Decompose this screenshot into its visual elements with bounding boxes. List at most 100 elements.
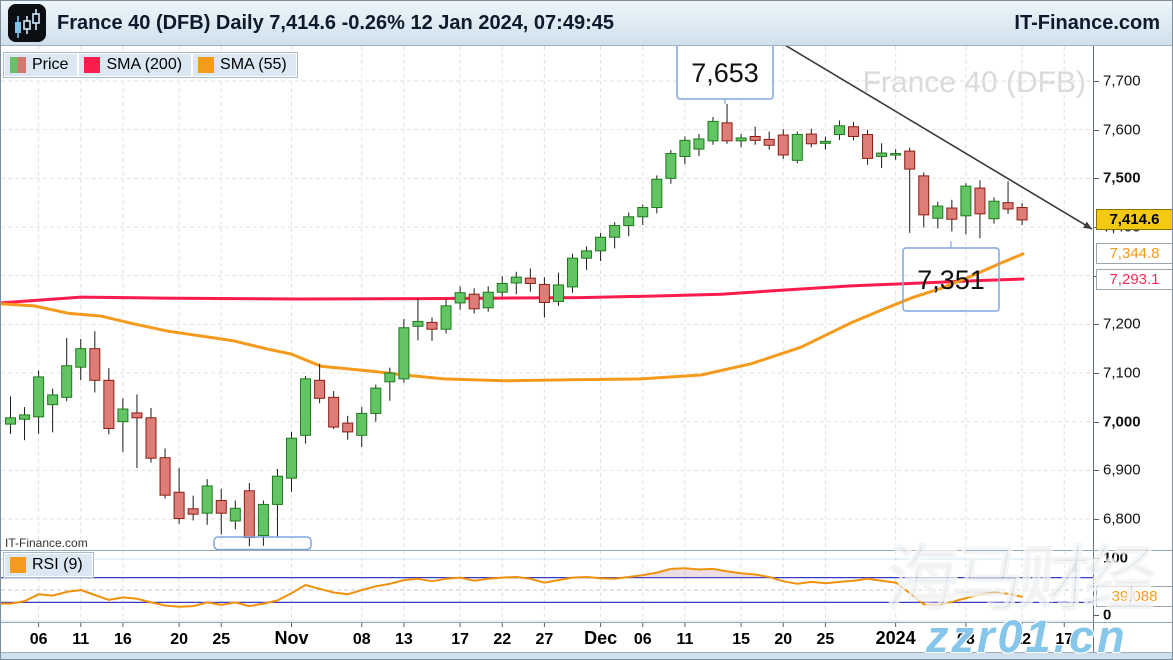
- candle-body: [721, 122, 733, 142]
- candle-body: [412, 320, 424, 327]
- legend-rsi: RSI (9): [3, 552, 94, 578]
- candlestick-logo-icon[interactable]: [8, 4, 46, 42]
- bottom-strip: [1, 652, 1172, 659]
- candle-body: [538, 283, 550, 303]
- candle-body: [665, 153, 677, 179]
- price-chart[interactable]: France 40 (DFB) 7,653 7,351 IT-Finance.com 0…: [1, 46, 1093, 652]
- candle-body: [637, 207, 649, 218]
- candle-body: [187, 508, 199, 515]
- candle-body: [862, 134, 874, 159]
- y-axis-tick: [1094, 178, 1099, 180]
- price-rsi-divider: [1, 550, 1172, 551]
- candle-body: [946, 207, 958, 220]
- x-axis-label: 11: [72, 631, 89, 648]
- price-axis[interactable]: 7,414.6 7,344.8 7,293.1 39.088 7,700 7,60…: [1093, 46, 1172, 652]
- sma200-swatch-icon: [84, 57, 101, 73]
- y-axis-label: 7,700: [1103, 72, 1141, 90]
- candle-body: [876, 152, 888, 157]
- x-axis-label: 08: [353, 631, 371, 648]
- candle-body: [145, 417, 157, 459]
- x-axis-label: Dec: [584, 628, 617, 648]
- sma200-value-tag: 7,293.1: [1096, 268, 1172, 290]
- candle-body: [904, 150, 916, 170]
- candle-body: [89, 348, 101, 381]
- candle-body: [61, 365, 73, 398]
- legend-main: Price SMA (200) SMA (55): [3, 52, 298, 78]
- y-axis-tick: [1094, 324, 1099, 326]
- candle-body: [286, 437, 297, 479]
- candle-body: [468, 293, 480, 310]
- y-axis-label: 7,600: [1103, 121, 1141, 139]
- y-axis-tick: [1094, 129, 1099, 131]
- candle-body: [496, 282, 508, 293]
- chart-title: France 40 (DFB) Daily 7,414.6 -0.26% 12 …: [57, 11, 614, 34]
- x-axis-label: 13: [395, 631, 413, 648]
- legend-item-rsi[interactable]: RSI (9): [5, 554, 92, 576]
- candle-body: [791, 134, 803, 161]
- candle-body: [960, 185, 972, 217]
- x-axis-label: 2024: [876, 628, 916, 648]
- brand-link[interactable]: IT-Finance.com: [1014, 11, 1160, 34]
- legend-item-sma55[interactable]: SMA (55): [193, 54, 296, 76]
- candle-body: [300, 378, 312, 436]
- y-axis-label: 7,100: [1103, 364, 1141, 382]
- candle-body: [819, 140, 831, 144]
- watermark-instrument: France 40 (DFB): [863, 66, 1086, 99]
- x-axis-label: 16: [114, 631, 132, 648]
- candle-body: [524, 277, 536, 284]
- sma55-line: [1, 252, 1025, 383]
- candle-body: [103, 379, 115, 430]
- x-axis-label: 11: [676, 631, 693, 648]
- candle-body: [482, 291, 494, 309]
- header-bar: France 40 (DFB) Daily 7,414.6 -0.26% 12 …: [1, 1, 1172, 46]
- x-axis-label: 25: [212, 631, 230, 648]
- candle-body: [567, 257, 578, 288]
- footer-brand: IT-Finance.com: [5, 536, 88, 550]
- annotation-level-label: 7,351: [917, 265, 985, 295]
- candle-body: [651, 178, 663, 209]
- last-price-tag: 7,414.6: [1096, 209, 1172, 231]
- candle-body: [398, 327, 410, 380]
- trendline[interactable]: [758, 46, 1093, 230]
- legend-item-sma200[interactable]: SMA (200): [79, 54, 192, 76]
- sma200-line: [1, 277, 1025, 305]
- candle-body: [215, 500, 227, 514]
- y-axis-tick: [1094, 519, 1099, 521]
- candle-body: [384, 372, 396, 383]
- x-axis-label: 06: [634, 631, 652, 648]
- legend-rsi-label: RSI (9): [32, 556, 83, 573]
- candle-body: [173, 491, 185, 520]
- x-axis-label: 20: [170, 631, 188, 648]
- candle-body: [974, 187, 986, 215]
- candle-body: [833, 125, 845, 136]
- x-axis-label: 22: [493, 631, 511, 648]
- trendline-arrow-icon: [1083, 221, 1092, 229]
- rsi-swatch-icon: [10, 557, 26, 573]
- y-axis-tick: [1094, 421, 1099, 423]
- candle-body: [271, 475, 283, 505]
- rsi-axis-divider: [1, 622, 1172, 623]
- candle-body: [693, 138, 705, 150]
- candle-body: [1002, 202, 1014, 210]
- candle-body: [440, 305, 452, 330]
- candle-body: [749, 135, 761, 141]
- legend-item-price[interactable]: Price: [5, 54, 78, 76]
- x-axis-label: 15: [732, 631, 750, 648]
- legend-sma55-label: SMA (55): [220, 56, 287, 73]
- candle-body: [75, 348, 87, 368]
- price-swatch-icon: [10, 57, 26, 73]
- candle-body: [581, 250, 593, 259]
- sma55-value-tag: 7,344.8: [1096, 243, 1172, 265]
- x-axis-label: 08: [957, 631, 975, 648]
- annotation-low-box[interactable]: [213, 536, 312, 551]
- candle-body: [314, 379, 326, 399]
- candle-body: [918, 175, 930, 216]
- x-axis-label: 06: [30, 631, 48, 648]
- legend-price-label: Price: [32, 56, 69, 73]
- candle-body: [763, 138, 775, 146]
- y-axis-tick: [1094, 373, 1099, 375]
- y-axis-tick: [1094, 81, 1099, 82]
- rsi-line: [1, 567, 1024, 608]
- x-axis-label: 27: [536, 631, 554, 648]
- candle-body: [454, 292, 466, 304]
